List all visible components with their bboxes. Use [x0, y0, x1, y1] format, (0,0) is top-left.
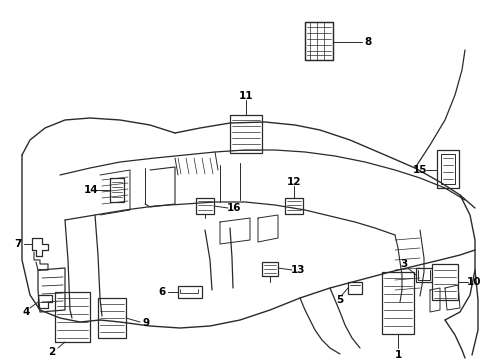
Text: 4: 4 — [22, 307, 30, 317]
Text: 13: 13 — [290, 265, 305, 275]
Bar — [262, 262, 278, 276]
Bar — [55, 292, 90, 342]
Text: 12: 12 — [286, 177, 301, 187]
Text: 14: 14 — [83, 185, 98, 195]
Bar — [98, 298, 126, 338]
Text: 15: 15 — [412, 165, 427, 175]
Bar — [415, 268, 431, 282]
Bar — [440, 154, 454, 184]
Bar — [178, 286, 202, 298]
Bar — [196, 198, 214, 214]
Text: 11: 11 — [238, 91, 253, 101]
Text: 8: 8 — [364, 37, 371, 47]
Bar — [347, 282, 361, 294]
Bar — [305, 22, 332, 60]
Bar — [285, 198, 303, 214]
Bar — [381, 272, 413, 334]
Text: 7: 7 — [14, 239, 21, 249]
Bar — [229, 115, 262, 153]
Bar — [110, 178, 124, 202]
Text: 3: 3 — [400, 259, 407, 269]
Text: 6: 6 — [158, 287, 165, 297]
Text: 5: 5 — [336, 295, 343, 305]
Bar — [436, 150, 458, 188]
Text: 1: 1 — [393, 350, 401, 360]
Bar — [431, 264, 457, 300]
Text: 9: 9 — [142, 318, 149, 328]
Text: 10: 10 — [466, 277, 480, 287]
Text: 16: 16 — [226, 203, 241, 213]
Text: 2: 2 — [48, 347, 56, 357]
